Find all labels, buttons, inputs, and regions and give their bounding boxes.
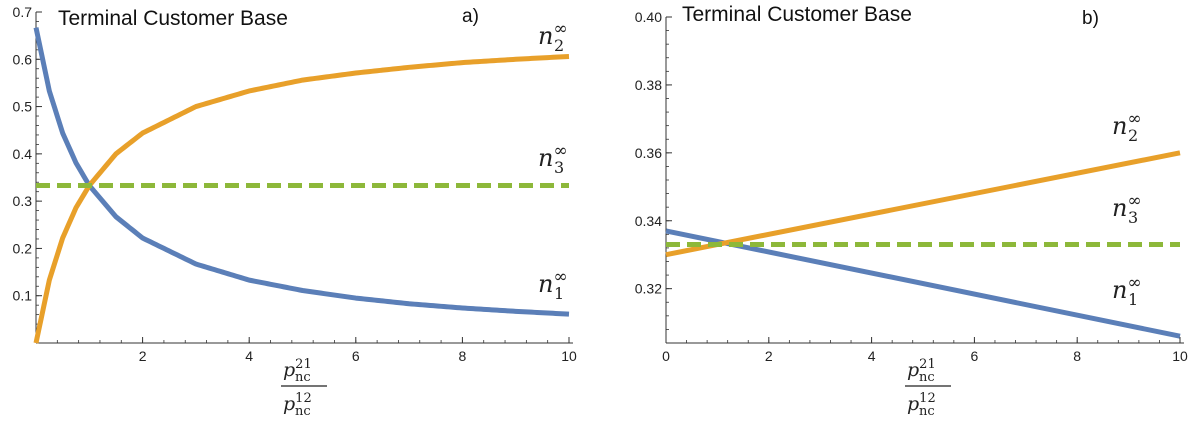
x-label-denominator: p12 nc [907, 391, 936, 419]
series-label-n3: n∞ 3 [538, 141, 568, 177]
y-tick-label: 0.3 [13, 193, 33, 209]
series-label-n1: n∞ 1 [1112, 273, 1142, 309]
y-tick-label: 0.36 [635, 145, 662, 161]
series-line-n1 [33, 27, 570, 317]
y-tick-label: 0.38 [635, 77, 662, 93]
y-tick-label: 0.32 [635, 281, 662, 297]
x-tick-label: 4 [245, 348, 253, 364]
series-label-n3: n∞ 3 [1112, 191, 1142, 227]
x-tick-label: 4 [868, 348, 876, 364]
y-tick-label: 0.4 [13, 146, 33, 162]
chart-title: Terminal Customer Base [682, 3, 912, 26]
series-label-n1: n∞ 1 [538, 267, 568, 303]
x-label-denominator: p12 nc [283, 391, 312, 419]
x-tick-label: 2 [765, 348, 773, 364]
x-label-numerator: p21 nc [283, 357, 312, 385]
x-axis-label: p21 nc p12 nc [905, 357, 951, 419]
series-line-n1 [665, 228, 1181, 339]
x-tick-label: 10 [561, 348, 577, 364]
x-tick-label: 10 [1172, 348, 1188, 364]
x-axis-label: p21 nc p12 nc [281, 357, 327, 419]
x-tick-label: 8 [459, 348, 467, 364]
y-tick-label: 0.6 [13, 51, 33, 67]
x-tick-label: 8 [1073, 348, 1081, 364]
panel-label: a) [462, 6, 479, 27]
x-tick-label: 0 [662, 348, 670, 364]
x-tick-label: 6 [352, 348, 360, 364]
y-tick-label: 0.1 [13, 288, 33, 304]
series-line-n2 [33, 53, 570, 344]
y-tick-label: 0.7 [13, 4, 33, 20]
x-label-numerator: p21 nc [907, 357, 936, 385]
y-tick-label: 0.5 [13, 99, 33, 115]
series-label-n2: n∞ 2 [538, 19, 568, 55]
y-tick-label: 0.2 [13, 240, 33, 256]
chart-title: Terminal Customer Base [58, 7, 288, 30]
panel-b: 0 2 4 6 8 10 0.32 0.34 0.36 0.38 0.40 n∞ 1 n∞ 2 n∞ 3 Term… [635, 3, 1188, 419]
x-tick-label: 6 [971, 348, 979, 364]
panel-a: 2 4 6 8 10 0.1 0.2 0.3 0.4 0.5 0.6 0.7 n∞ 1 n∞ 2 n∞ 3 Term… [13, 4, 577, 419]
y-tick-label: 0.40 [635, 9, 662, 25]
x-tick-label: 2 [139, 348, 147, 364]
panel-label: b) [1082, 8, 1099, 29]
series-label-n2: n∞ 2 [1112, 109, 1142, 145]
series-line-n2 [665, 150, 1181, 258]
y-tick-label: 0.34 [635, 213, 662, 229]
